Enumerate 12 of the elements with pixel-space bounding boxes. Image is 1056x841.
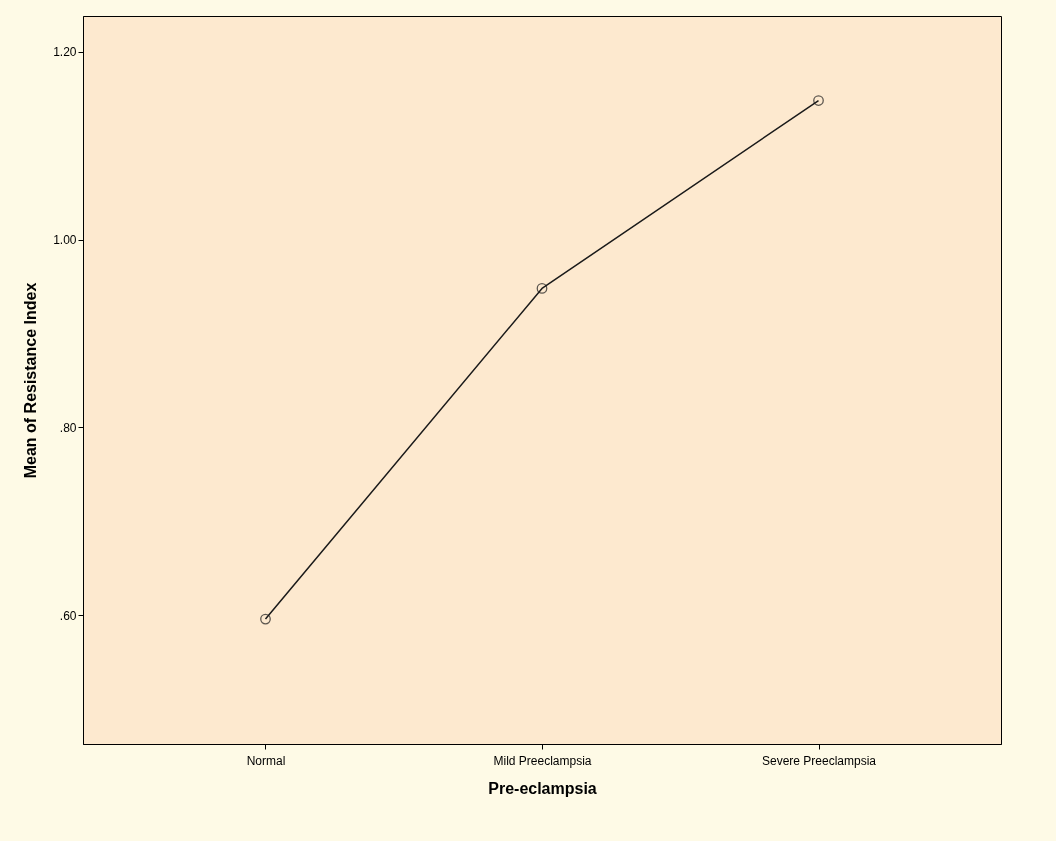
x-tick-label: Mild Preeclampsia <box>493 753 592 768</box>
x-axis-title: Pre-eclampsia <box>488 779 597 797</box>
point <box>813 95 824 106</box>
x-tick-label: Normal <box>246 753 286 768</box>
x-tick-label: Severe Preeclampsia <box>761 753 877 768</box>
y-tick-label: .60 <box>59 608 77 623</box>
y-axis-title: Mean of Resistance Index <box>22 282 40 479</box>
point <box>260 613 271 625</box>
y-tick-label: 1.00 <box>53 233 77 248</box>
y-tick-label: .80 <box>59 420 77 435</box>
point <box>536 283 548 294</box>
y-tick-label: 1.20 <box>53 45 77 60</box>
